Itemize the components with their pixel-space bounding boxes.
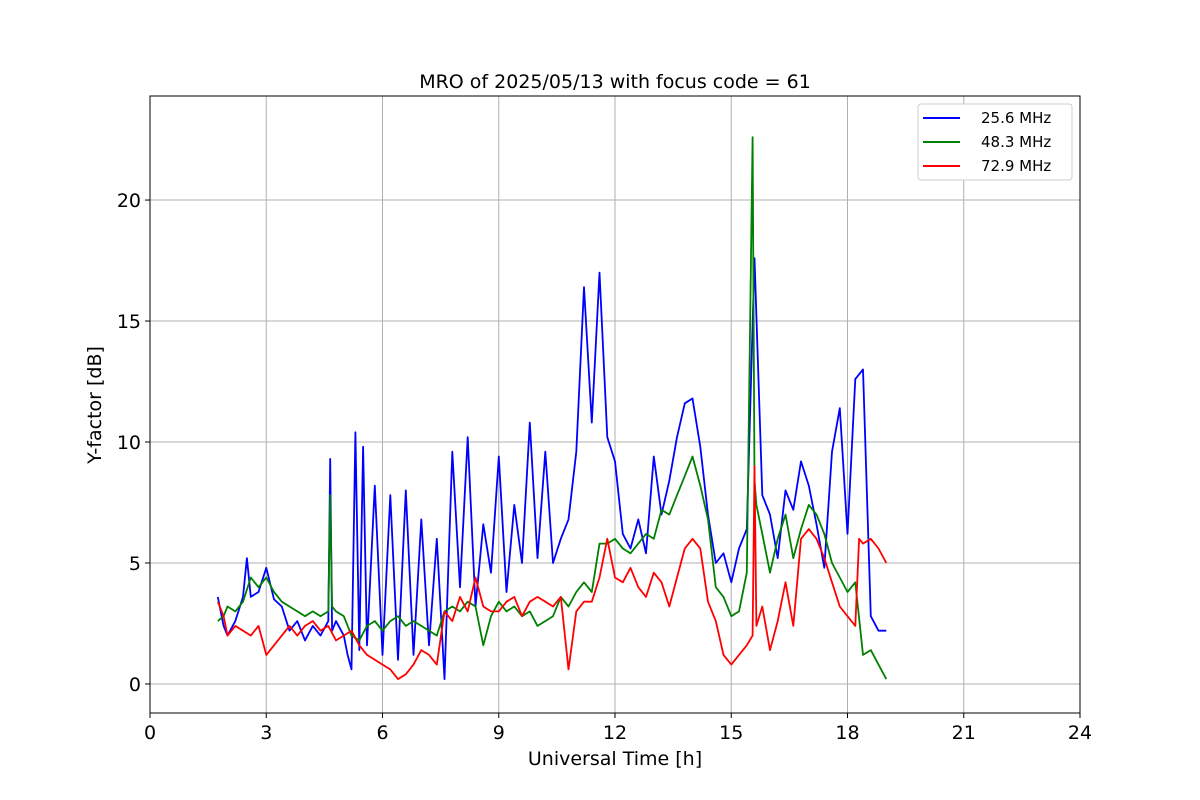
x-tick-label: 15 — [719, 722, 743, 744]
x-tick-label: 3 — [260, 722, 272, 744]
x-tick-label: 6 — [376, 722, 388, 744]
x-tick-label: 18 — [835, 722, 859, 744]
x-axis-label: Universal Time [h] — [528, 748, 702, 770]
y-tick-label: 5 — [129, 553, 141, 575]
x-tick-label: 0 — [144, 722, 156, 744]
legend: 25.6 MHz 48.3 MHz 72.9 MHz — [917, 103, 1073, 181]
y-axis: 0 5 10 15 20 — [117, 190, 150, 696]
x-tick-label: 24 — [1068, 722, 1092, 744]
y-axis-label: Y-factor [dB] — [84, 346, 106, 465]
y-tick-label: 10 — [117, 432, 141, 454]
x-tick-label: 12 — [603, 722, 627, 744]
y-tick-label: 15 — [117, 311, 141, 333]
x-axis: 0 3 6 9 12 15 18 21 24 — [144, 713, 1092, 744]
series-line-2 — [217, 136, 888, 680]
legend-label-1: 25.6 MHz — [981, 109, 1051, 127]
series-line-3 — [216, 465, 888, 680]
chart-title: MRO of 2025/05/13 with focus code = 61 — [419, 71, 811, 93]
y-tick-label: 0 — [129, 674, 141, 696]
x-tick-label: 9 — [493, 722, 505, 744]
legend-label-2: 48.3 MHz — [981, 133, 1051, 151]
legend-box — [917, 103, 1073, 181]
y-tick-label: 20 — [117, 190, 141, 212]
legend-label-3: 72.9 MHz — [981, 157, 1051, 175]
series-lines — [216, 136, 888, 680]
x-tick-label: 21 — [952, 722, 976, 744]
